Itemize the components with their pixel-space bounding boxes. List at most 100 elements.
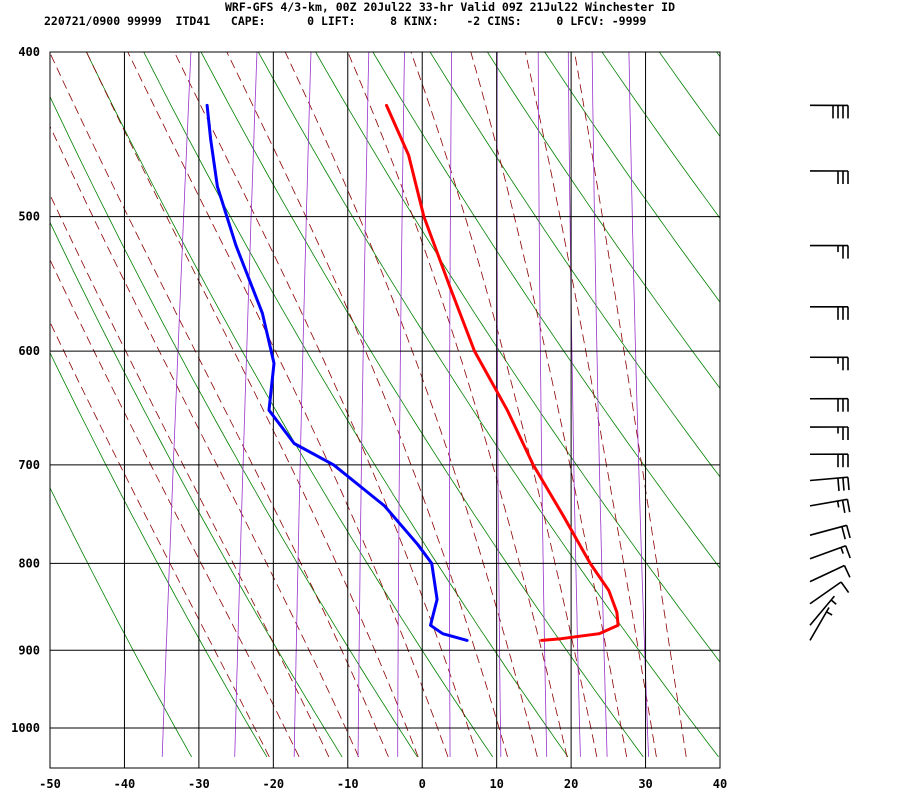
dry-adiabat-line [50,95,418,758]
wind-barb [809,498,851,514]
temperature-trace [385,103,620,642]
dry-adiabat-line [50,487,192,758]
wind-barb [809,581,850,605]
barb-feather [843,565,851,578]
x-tick-label: 0 [419,777,426,791]
moist-adiabat-line [284,52,538,757]
dry-adiabat-line [601,52,720,219]
x-tick-label: -20 [262,777,284,791]
mixing-ratio-line [537,52,548,757]
dry-adiabat-line [544,52,720,303]
y-tick-label: 400 [18,45,40,59]
wind-barb [809,426,849,440]
traces [205,103,620,642]
dry-adiabat-line [716,52,720,58]
chart-title: WRF-GFS 4/3-km, 00Z 20Jul22 33-hr Valid … [224,0,676,14]
y-tick-label: 600 [18,344,40,358]
sounding-indices: 220721/0900 99999 ITD41 CAPE: 0 LIFT: 8 … [44,14,647,28]
dry-adiabat-line [372,52,720,569]
mixing-ratio-line [448,52,453,757]
moist-adiabat-line [50,321,270,758]
wind-barb [809,595,837,626]
moist-adiabat-line [226,52,508,758]
barb-staff [809,524,847,536]
wind-barb [809,104,849,119]
dry-adiabat-line [50,351,268,758]
mixing-ratio-line [293,52,312,757]
dry-adiabat-line [50,221,343,758]
barb-feather [840,547,844,554]
barb-staff [809,498,848,507]
barb-feather [830,599,837,605]
mixing-ratio-line [161,52,192,757]
plot-frame [49,51,721,769]
moist-adiabat-line [173,52,479,758]
dewpoint-trace [205,103,469,642]
x-tick-label: 10 [489,777,503,791]
mixing-ratio-line [591,52,608,757]
dry-adiabat-line [315,52,720,663]
barb-staff [809,607,830,641]
barb-feather [846,499,851,513]
mixing-ratio-line [397,52,405,757]
moist-adiabat-line [50,258,300,758]
dry-adiabat-line [746,14,900,757]
mixing-ratio-line [567,52,581,757]
moist-adiabat-line [50,193,330,758]
moist-adiabat-line [50,125,360,758]
x-tick-label: -40 [114,777,136,791]
barb-staff [809,595,836,626]
barb-feather [837,478,840,492]
barb-staff [809,564,845,583]
wind-barb [809,356,849,371]
barb-feather [845,525,851,539]
barb-feather [842,477,845,491]
wind-barbs [809,104,851,641]
mixing-ratio-line [496,52,502,757]
y-tick-label: 900 [18,643,40,657]
x-tick-label: -50 [39,777,61,791]
x-tick-label: 40 [713,777,727,791]
background-lines [50,14,900,758]
moist-adiabat-line [524,52,657,757]
x-tick-label: -30 [188,777,210,791]
y-tick-label: 1000 [11,721,40,735]
barb-staff [809,545,846,560]
wind-barb [809,453,849,468]
x-tick-label: -10 [337,777,359,791]
mixing-ratio-line [234,52,258,757]
wind-barb [809,476,850,492]
wind-barb [809,397,849,412]
x-tick-label: 20 [564,777,578,791]
dry-adiabat-line [658,52,720,138]
x-tick-label: 30 [638,777,652,791]
wind-barb [809,545,851,560]
dry-adiabat-line [143,52,569,758]
moist-adiabat-line [574,52,687,757]
dry-adiabat-line [200,52,644,758]
wind-barb [809,564,851,583]
barb-feather [826,611,833,616]
wind-barb [809,524,851,540]
y-tick-label: 800 [18,556,40,570]
barb-staff [809,581,842,605]
dry-adiabat-line [429,52,720,478]
mixing-ratio-line [357,52,370,757]
barb-feather [836,500,840,508]
barb-staff [809,476,848,482]
y-tick-label: 700 [18,458,40,472]
grid [49,51,721,768]
barb-feather [847,477,850,491]
moist-adiabat-line [347,52,568,757]
dry-adiabat-line [85,52,494,758]
dry-adiabat-line [486,52,720,389]
dry-adiabat-line [257,52,719,758]
axes: -50 -40 -30 -20 -10 0 10 20 30 40 400 500 600 700 800 9… [11,45,727,791]
y-tick-label: 500 [18,210,40,224]
barb-feather [841,499,846,514]
wind-barb [809,305,849,320]
moist-adiabat-line [50,52,389,758]
dry-adiabat-line [802,14,900,757]
barb-feather [844,545,851,559]
